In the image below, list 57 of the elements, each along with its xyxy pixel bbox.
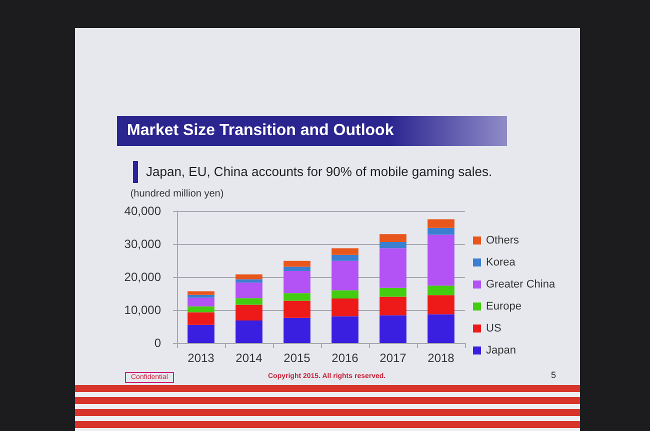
- bar: [188, 306, 214, 312]
- chart-title: Market Size Transition and Outlook: [117, 116, 507, 146]
- legend-label: Korea: [486, 256, 516, 268]
- bar: [380, 288, 406, 297]
- x-tick-label: 2016: [332, 351, 359, 365]
- bar: [380, 234, 406, 242]
- bar: [428, 295, 454, 314]
- bar: [332, 298, 358, 316]
- bar: [284, 271, 310, 294]
- x-tick-label: 2015: [284, 351, 311, 365]
- bar: [284, 293, 310, 301]
- legend-label: Europe: [486, 300, 522, 312]
- bar: [284, 266, 310, 272]
- y-tick-label: 20,000: [124, 270, 162, 284]
- bar: [332, 316, 358, 343]
- bar: [236, 298, 262, 305]
- x-tick-label: 2014: [236, 351, 263, 365]
- chart-subtitle: Japan, EU, China accounts for 90% of mobile gaming sales.: [146, 164, 492, 179]
- legend-label: US: [486, 322, 502, 334]
- bar: [188, 312, 214, 325]
- bar: [332, 248, 358, 255]
- bar: [428, 314, 454, 343]
- bar: [428, 219, 454, 228]
- y-tick-label: 40,000: [124, 204, 162, 218]
- bar: [188, 294, 214, 298]
- bar: [236, 304, 262, 321]
- bar: [380, 248, 406, 288]
- bar: [236, 279, 262, 283]
- x-tick-label: 2013: [188, 351, 215, 365]
- bar: [236, 282, 262, 298]
- legend-label: Others: [486, 234, 520, 246]
- y-tick-label: 10,000: [124, 303, 162, 317]
- bar: [188, 298, 214, 306]
- bar: [428, 228, 454, 235]
- bar: [380, 242, 406, 248]
- bar: [236, 274, 262, 280]
- bar: [188, 324, 214, 343]
- legend-label: Japan: [486, 344, 516, 356]
- bar: [332, 254, 358, 261]
- bar: [428, 286, 454, 296]
- bar: [284, 318, 310, 343]
- x-tick-label: 2017: [380, 351, 407, 365]
- y-axis-title: (hundred million yen): [130, 188, 224, 200]
- bar: [284, 300, 310, 318]
- legend-label: Greater China: [486, 278, 556, 290]
- y-tick-label: 30,000: [124, 237, 162, 251]
- bar: [236, 320, 262, 343]
- text: 5: [551, 370, 556, 380]
- bar: [332, 260, 358, 290]
- bar: [332, 290, 358, 298]
- bar: [380, 296, 406, 316]
- x-tick-label: 2018: [428, 351, 455, 365]
- bar: [380, 315, 406, 343]
- bar: [284, 260, 310, 267]
- y-tick-label: 0: [154, 336, 162, 350]
- bar: [428, 234, 454, 286]
- bar: [188, 291, 214, 295]
